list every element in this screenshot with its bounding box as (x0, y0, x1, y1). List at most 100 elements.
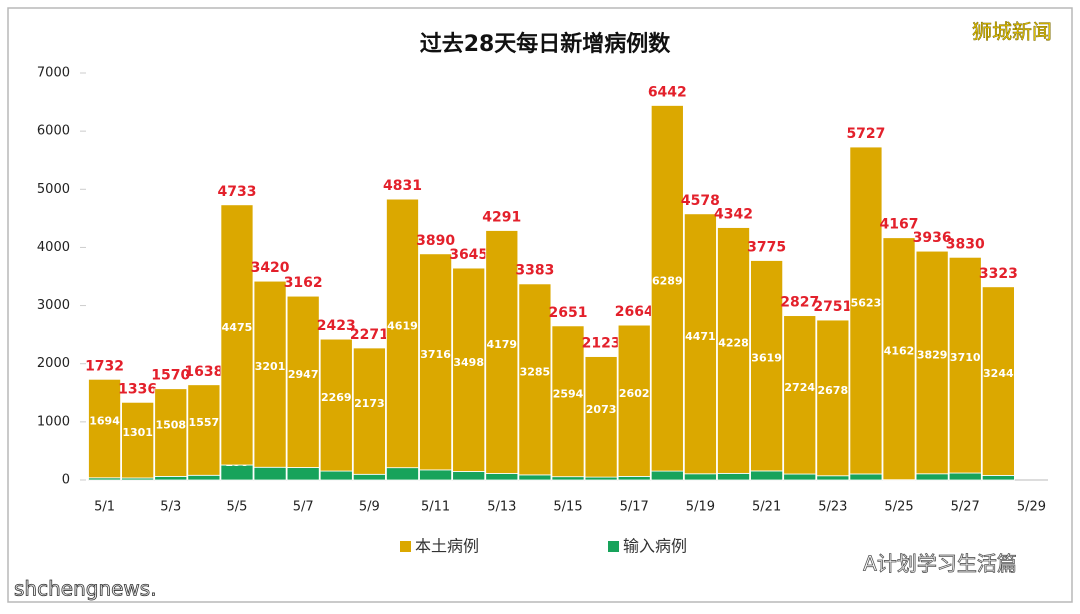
bar-segment (684, 214, 716, 474)
y-tick-label: 6000 (37, 124, 70, 139)
watermark: A计划学习生活篇 (863, 552, 1017, 576)
bar-segment (585, 477, 617, 480)
bar-segment (155, 389, 187, 477)
data-label: 2947 (288, 368, 319, 381)
bar-segment (221, 205, 253, 465)
data-label: 2269 (321, 391, 352, 404)
bar-segment (651, 105, 683, 471)
data-label: 1301 (122, 426, 153, 439)
total-label: 2664 (615, 304, 654, 320)
bar-segment (453, 268, 485, 471)
y-tick-label: 4000 (37, 240, 70, 255)
data-label: 3829 (917, 348, 948, 361)
watermark: shchengnews. (14, 577, 157, 601)
x-tick-label: 5/13 (487, 500, 516, 515)
bar-segment (519, 475, 551, 480)
total-label: 2751 (813, 299, 852, 315)
y-tick-label: 1000 (37, 414, 70, 429)
bar-segment (585, 357, 617, 478)
data-label: 6289 (652, 274, 683, 287)
bar-segment (89, 379, 121, 477)
bar-segment (420, 254, 452, 470)
bar-segment (916, 251, 948, 474)
data-label: 2724 (784, 381, 815, 394)
data-label: 5623 (851, 296, 882, 309)
x-tick-label: 5/15 (553, 500, 582, 515)
bar-segment (751, 471, 783, 480)
bar-segment (320, 339, 352, 471)
bar-segment (420, 470, 452, 480)
total-label: 2271 (350, 327, 389, 343)
total-label: 3775 (747, 240, 786, 256)
bar-segment (982, 287, 1014, 476)
legend-swatch (400, 541, 411, 552)
x-tick-label: 5/11 (421, 500, 450, 515)
bar-segment (651, 471, 683, 480)
data-label: 2173 (354, 397, 385, 410)
total-label: 3830 (946, 236, 985, 252)
total-label: 1336 (118, 381, 157, 397)
bar-segment (552, 326, 584, 477)
total-label: 1638 (184, 364, 223, 380)
bar-segment (486, 473, 518, 480)
data-label: 3716 (420, 348, 451, 361)
total-label: 3645 (449, 247, 488, 263)
bar-segment (386, 199, 418, 468)
bar-segment (618, 325, 650, 476)
data-label: 4179 (486, 338, 517, 351)
bar-segment (254, 281, 286, 467)
data-label: 1557 (189, 416, 220, 429)
total-label: 3323 (979, 266, 1018, 282)
bar-segment (353, 348, 385, 474)
bar-segment (949, 473, 981, 480)
bar-segment (386, 468, 418, 480)
bar-segment (817, 320, 849, 476)
x-tick-label: 5/17 (620, 500, 649, 515)
x-tick-label: 5/21 (752, 500, 781, 515)
data-label: 4162 (884, 345, 915, 358)
y-tick-label: 5000 (37, 182, 70, 197)
bar-segment (453, 471, 485, 480)
chart-title: 过去28天每日新增病例数 (420, 31, 672, 57)
data-label: 4228 (718, 336, 749, 349)
bar-segment (817, 476, 849, 480)
bar-segment (155, 476, 187, 480)
data-label: 3285 (520, 365, 551, 378)
total-label: 2123 (582, 336, 621, 352)
bar-segment (850, 147, 882, 474)
x-tick-label: 5/7 (293, 500, 314, 515)
bar-segment (684, 474, 716, 480)
total-label: 2651 (549, 305, 588, 321)
bar-segment (287, 296, 319, 467)
legend-label: 输入病例 (623, 537, 687, 556)
data-label: 4475 (222, 321, 253, 334)
data-label: 1508 (155, 419, 186, 432)
bar-segment (287, 467, 319, 480)
bar-segment (784, 316, 816, 474)
y-tick-label: 3000 (37, 298, 70, 313)
bar-segment (254, 467, 286, 480)
total-label: 4831 (383, 178, 422, 194)
bar-segment (618, 476, 650, 480)
bar-segment (883, 238, 915, 480)
x-tick-label: 5/25 (884, 500, 913, 515)
bar-segment (353, 474, 385, 480)
data-label: 2678 (818, 384, 849, 397)
legend-swatch (608, 541, 619, 552)
x-tick-label: 5/27 (951, 500, 980, 515)
total-label: 6442 (648, 84, 687, 100)
bar-segment (717, 473, 749, 480)
total-label: 3162 (284, 275, 323, 291)
data-label: 1694 (89, 415, 120, 428)
total-label: 4291 (482, 210, 521, 226)
bar-segment (188, 475, 220, 480)
bar-segment (519, 284, 551, 475)
bar-segment (486, 231, 518, 474)
x-tick-label: 5/29 (1017, 500, 1046, 515)
bar-segment (916, 474, 948, 480)
legend-label: 本土病例 (415, 537, 479, 556)
bar-segment (122, 402, 154, 478)
x-tick-label: 5/9 (359, 500, 380, 515)
bar-segment (949, 257, 981, 473)
